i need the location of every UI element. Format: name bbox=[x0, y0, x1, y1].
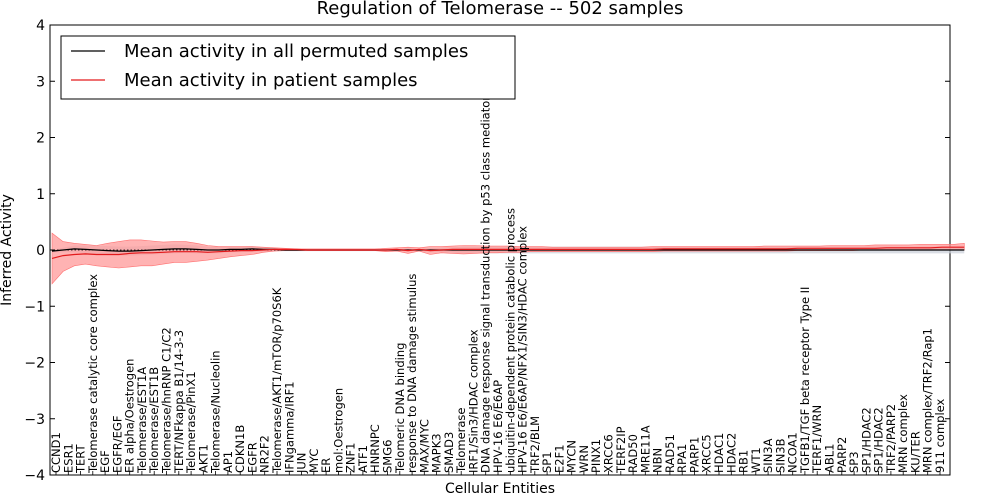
x-tick-label: TERT bbox=[74, 444, 88, 474]
x-tick-label: XRCC5 bbox=[700, 434, 714, 473]
x-tick-label: SP1 bbox=[540, 451, 554, 473]
x-tick-label: PINX1 bbox=[589, 439, 603, 473]
x-tick-label: MYCN bbox=[565, 440, 579, 473]
x-tick-label: EGF bbox=[98, 450, 112, 473]
x-tick-label: RAD50 bbox=[626, 434, 640, 473]
x-tick-label: RAD51 bbox=[663, 434, 677, 473]
x-tick-label: NBN bbox=[651, 448, 665, 473]
x-tick-label: 911 complex bbox=[933, 398, 947, 473]
legend-label-permuted: Mean activity in all permuted samples bbox=[124, 41, 468, 62]
x-tick-label: KU/TER bbox=[908, 431, 922, 473]
x-tick-label: AP1 bbox=[221, 451, 235, 473]
x-tick-label: SP3 bbox=[847, 451, 861, 473]
y-tick-label: 1 bbox=[36, 187, 45, 203]
legend-label-patient: Mean activity in patient samples bbox=[124, 70, 418, 91]
x-tick-label: Telomerase catalytic core complex bbox=[86, 274, 100, 474]
x-tick-label: XRCC6 bbox=[602, 434, 616, 473]
x-tick-label: PARP2 bbox=[835, 437, 849, 473]
x-tick-label: Telomerase/Nucleolin bbox=[209, 350, 223, 474]
x-tick-label: Telomerase bbox=[454, 408, 468, 475]
x-tick-label: TGFB1/TGF beta receptor Type II bbox=[798, 287, 812, 474]
x-tick-label: WRN bbox=[577, 445, 591, 473]
y-axis: −4 −3 −2 −1 0 1 2 3 4 bbox=[24, 18, 950, 484]
x-tick-label: E2F1 bbox=[552, 444, 566, 473]
y-axis-label: Inferred Activity bbox=[0, 194, 15, 306]
x-tick-label: CCND1 bbox=[49, 432, 63, 473]
x-tick-label: TRF2/PARP2 bbox=[884, 404, 898, 474]
x-tick-label: DNA damage response signal transduction … bbox=[479, 96, 493, 473]
x-tick-label: CDKN1B bbox=[233, 425, 247, 473]
line-patient bbox=[51, 246, 965, 259]
y-tick-label: −1 bbox=[24, 299, 45, 315]
x-tick-label: ER alpha/Oestrogen bbox=[123, 359, 137, 473]
y-tick-label: −4 bbox=[24, 468, 45, 484]
y-tick-label: −3 bbox=[24, 412, 45, 428]
x-tick-label: mol:Oestrogen bbox=[331, 388, 345, 473]
x-tick-label: Telomerase/AKT1/mTOR/p70S6K bbox=[270, 287, 284, 474]
x-tick-label: EGFR/EGF bbox=[110, 416, 124, 473]
x-tick-label: ZNF1 bbox=[344, 443, 358, 473]
x-axis-label: Cellular Entities bbox=[445, 481, 555, 497]
x-tick-label: NR2F2 bbox=[258, 435, 272, 473]
x-tick-label: MRN complex bbox=[896, 394, 910, 473]
x-tick-label: PARP1 bbox=[687, 437, 701, 473]
x-tick-label: SIN3A bbox=[761, 438, 775, 473]
x-tick-label: MYC bbox=[307, 449, 321, 473]
x-tick-label: ESR1 bbox=[61, 443, 75, 473]
x-tick-label: ATF1 bbox=[356, 445, 370, 473]
x-tick-label: IFNgamma/IRF1 bbox=[282, 381, 296, 473]
x-tick-label: AKT1 bbox=[196, 444, 210, 473]
series-lines bbox=[50, 246, 965, 259]
x-tick-label: NCOA1 bbox=[786, 432, 800, 473]
x-tick-label: MRE11A bbox=[638, 425, 652, 473]
x-tick-label: TRF2/BLM bbox=[528, 416, 542, 474]
x-tick-label: Telomerase/EST1A bbox=[135, 367, 149, 474]
x-tick-label: SP1/HDAC2 bbox=[872, 407, 886, 473]
x-tick-label: SP1/HDAC2 bbox=[859, 407, 873, 473]
x-tick-label: ubiquitin-dependent protein catabolic pr… bbox=[503, 208, 517, 473]
x-tick-label: Telomerase/PinX1 bbox=[184, 371, 198, 474]
x-tick-label: IRF1/Sin3/HDAC complex bbox=[466, 329, 480, 473]
x-tick-label: SMG6 bbox=[381, 440, 395, 473]
x-tick-label: WT1 bbox=[749, 447, 763, 473]
y-tick-label: 3 bbox=[36, 74, 45, 90]
x-tick-label: RB1 bbox=[737, 450, 751, 473]
legend: Mean activity in all permuted samples Me… bbox=[60, 35, 516, 100]
x-tick-label: ER bbox=[319, 458, 333, 473]
x-tick-label: EGFR bbox=[245, 442, 259, 473]
x-tick-label: SMAD3 bbox=[442, 432, 456, 473]
x-tick-label: SIN3B bbox=[773, 438, 787, 473]
x-tick-label: Telomerase/EST1B bbox=[147, 367, 161, 474]
x-tick-label: HPV-16 E6/E6AP/NFX1/SIN3/HDAC complex bbox=[516, 226, 530, 473]
x-tick-label: ABL1 bbox=[823, 444, 837, 473]
x-tick-label: HDAC2 bbox=[724, 433, 738, 473]
x-tick-label: MAX/MYC bbox=[417, 419, 431, 473]
x-tick-label: HNRNPC bbox=[368, 424, 382, 473]
x-tick-label: HPV-16 E6/E6AP bbox=[491, 380, 505, 473]
x-tick-label: MAPK3 bbox=[430, 433, 444, 473]
y-tick-label: 2 bbox=[36, 131, 45, 147]
y-tick-label: −2 bbox=[24, 356, 45, 372]
x-tick-label: MRN complex/TRF2/Rap1 bbox=[921, 328, 935, 473]
x-tick-label: JUN bbox=[295, 453, 309, 474]
x-tick-label: Telomerase/hnRNP C1/C2 bbox=[160, 327, 174, 474]
x-tick-label: RPA1 bbox=[675, 444, 689, 473]
y-tick-label: 0 bbox=[36, 243, 45, 259]
x-tick-label: TERF2IP bbox=[614, 426, 628, 474]
x-tick-label: TERT/NFkappa B1/14-3-3 bbox=[172, 330, 186, 474]
x-tick-label: response to DNA damage stimulus bbox=[405, 274, 419, 473]
y-tick-label: 4 bbox=[36, 18, 45, 34]
legend-box bbox=[60, 35, 516, 100]
x-tick-label: Telomeric DNA binding bbox=[393, 343, 407, 474]
x-tick-label: HDAC1 bbox=[712, 433, 726, 473]
chart-title: Regulation of Telomerase -- 502 samples bbox=[317, 0, 684, 19]
x-tick-label: TERF1/WRN bbox=[810, 405, 824, 474]
